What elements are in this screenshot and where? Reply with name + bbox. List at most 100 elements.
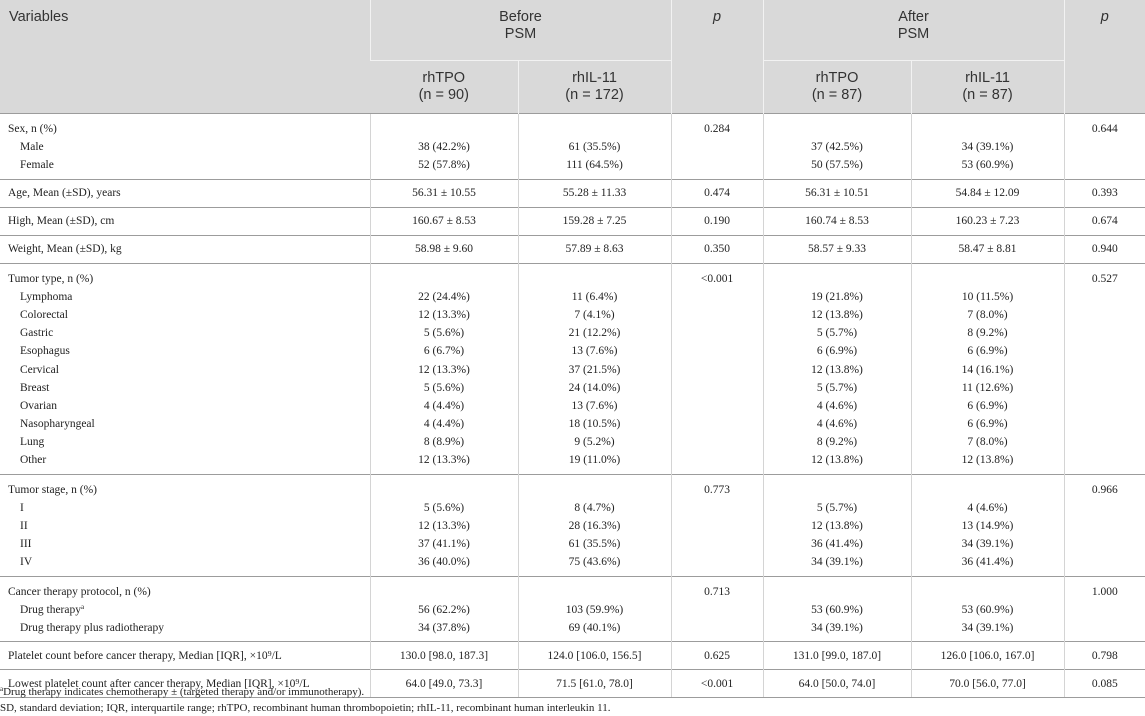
variable-level: Lymphoma bbox=[20, 290, 73, 303]
header-rhil11-after: rhIL-11 (n = 87) bbox=[910, 60, 1065, 114]
value-cell: 54.84 ± 12.09 bbox=[910, 178, 1065, 208]
table-row: Age, Mean (±SD), years 56.31 ± 10.55 55.28… bbox=[0, 178, 1145, 208]
cell-value: 12 (13.8%) bbox=[811, 308, 863, 321]
cell-value: 5 (5.7%) bbox=[816, 501, 858, 514]
cell-value: 8 (9.2%) bbox=[967, 327, 1008, 340]
cell-value: 53 (60.9%) bbox=[961, 159, 1014, 172]
value-cell: 64.0 [49.0, 73.3] bbox=[369, 669, 518, 699]
cell-value: 4 (4.4%) bbox=[423, 418, 465, 431]
value-cell: 10 (11.5%) 7 (8.0%) 8 (9.2%) 6 (6.9%) 14 (16… bbox=[910, 262, 1065, 475]
value-cell: 4 (4.6%) 13 (14.9%) 34 (39.1%) 36 (41.4%) bbox=[910, 473, 1065, 577]
variable-level: Esophagus bbox=[20, 345, 70, 358]
footnote-abbreviations: SD, standard deviation; IQR, interquarti… bbox=[0, 702, 611, 714]
cell-value: 34 (39.1%) bbox=[961, 141, 1014, 154]
cell-value: 11 (12.6%) bbox=[961, 381, 1014, 394]
p-value-cell: 0.527 bbox=[1063, 262, 1145, 475]
baseline-characteristics-table: Variables Before PSM p After PSM p rhTPO… bbox=[0, 0, 1145, 699]
cell-value: 53 (60.9%) bbox=[961, 603, 1014, 616]
variable-title: Cancer therapy protocol, n (%) bbox=[8, 585, 151, 598]
value-cell: 70.0 [56.0, 77.0] bbox=[910, 669, 1065, 699]
cell-value: 4 (4.6%) bbox=[967, 501, 1008, 514]
value-cell: 5 (5.7%) 12 (13.8%) 36 (41.4%) 34 (39.1%) bbox=[762, 473, 912, 577]
value-cell: 159.28 ± 7.25 bbox=[517, 206, 672, 236]
header-variables: Variables bbox=[0, 0, 370, 114]
value-cell: 131.0 [99.0, 187.0] bbox=[762, 641, 912, 670]
table-row: Tumor type, n (%) Lymphoma Colorectal Gastr… bbox=[0, 262, 1145, 475]
variable-level: I bbox=[20, 501, 24, 514]
value-cell: 160.23 ± 7.23 bbox=[910, 206, 1065, 236]
cell-value: 6 (6.7%) bbox=[423, 345, 465, 358]
value-cell: 53 (60.9%) 34 (39.1%) bbox=[910, 575, 1065, 642]
variable-cell: Age, Mean (±SD), years bbox=[0, 178, 370, 208]
p-value: 0.284 bbox=[704, 123, 730, 135]
cell-value: 69 (40.1%) bbox=[568, 621, 621, 634]
p-value-cell: 0.284 bbox=[670, 113, 764, 180]
cell-value: 13 (7.6%) bbox=[571, 345, 618, 358]
header-after-psm: After PSM bbox=[762, 0, 1065, 61]
p-value-cell: 0.085 bbox=[1063, 669, 1145, 699]
cell-value: 21 (12.2%) bbox=[568, 327, 621, 340]
cell-value: 4 (4.6%) bbox=[816, 418, 858, 431]
variable-level: Other bbox=[20, 454, 47, 467]
value-cell: 130.0 [98.0, 187.3] bbox=[369, 641, 518, 670]
table-row: High, Mean (±SD), cm 160.67 ± 8.53 159.28 … bbox=[0, 206, 1145, 236]
cell-value: 5 (5.6%) bbox=[423, 327, 465, 340]
p-value-cell: 0.940 bbox=[1063, 234, 1145, 264]
variable-cell: Weight, Mean (±SD), kg bbox=[0, 234, 370, 264]
value-cell: 58.47 ± 8.81 bbox=[910, 234, 1065, 264]
value-cell: 58.57 ± 9.33 bbox=[762, 234, 912, 264]
cell-value: 37 (42.5%) bbox=[811, 141, 863, 154]
cell-value: 36 (41.4%) bbox=[811, 538, 863, 551]
variable-cell: Lowest platelet count after cancer thera… bbox=[0, 669, 370, 699]
cell-value: 37 (21.5%) bbox=[568, 363, 621, 376]
cell-value: 28 (16.3%) bbox=[568, 520, 621, 532]
p-value-cell: 0.474 bbox=[670, 178, 764, 208]
cell-value: 13 (7.6%) bbox=[571, 399, 618, 412]
table-row: Tumor stage, n (%) I II III IV 5 (5.6%) 12 (13… bbox=[0, 473, 1145, 577]
table-row: Platelet count before cancer therapy, Me… bbox=[0, 641, 1145, 670]
header-rhtpo-after: rhTPO (n = 87) bbox=[762, 60, 912, 114]
variable-cell: High, Mean (±SD), cm bbox=[0, 206, 370, 236]
p-value: <0.001 bbox=[700, 272, 734, 285]
p-value-cell: <0.001 bbox=[670, 669, 764, 699]
cell-value: 34 (39.1%) bbox=[811, 621, 863, 634]
table-body: Sex, n (%) Male Female 38 (42.2%) 52 (57.8%)… bbox=[0, 113, 1145, 699]
variable-cell: Platelet count before cancer therapy, Me… bbox=[0, 641, 370, 670]
variable-title: Sex, n (%) bbox=[8, 123, 57, 135]
header-p-before: p bbox=[670, 0, 764, 114]
value-cell: 38 (42.2%) 52 (57.8%) bbox=[369, 113, 518, 180]
cell-value: 36 (41.4%) bbox=[961, 556, 1014, 569]
variable-cell: Sex, n (%) Male Female bbox=[0, 113, 370, 180]
p-value: 0.773 bbox=[704, 483, 730, 496]
p-value-cell: 0.674 bbox=[1063, 206, 1145, 236]
value-cell: 11 (6.4%) 7 (4.1%) 21 (12.2%) 13 (7.6%) 37 (… bbox=[517, 262, 672, 475]
cell-value: 8 (9.2%) bbox=[816, 436, 858, 449]
cell-value: 11 (6.4%) bbox=[571, 290, 618, 303]
cell-value: 38 (42.2%) bbox=[418, 141, 470, 154]
header-p-after: p bbox=[1063, 0, 1145, 114]
cell-value: 34 (39.1%) bbox=[811, 556, 863, 569]
variable-level: IV bbox=[20, 556, 33, 569]
cell-value: 56 (62.2%) bbox=[418, 603, 470, 616]
table-row: Lowest platelet count after cancer thera… bbox=[0, 669, 1145, 699]
p-value: 1.000 bbox=[1091, 585, 1118, 598]
value-cell: 126.0 [106.0, 167.0] bbox=[910, 641, 1065, 670]
p-value-cell: 0.350 bbox=[670, 234, 764, 264]
cell-value: 34 (37.8%) bbox=[418, 621, 470, 634]
cell-value: 50 (57.5%) bbox=[811, 159, 863, 172]
variable-level: Gastric bbox=[20, 327, 54, 340]
cell-value: 111 (64.5%) bbox=[566, 159, 623, 172]
cell-value: 12 (13.8%) bbox=[811, 454, 863, 467]
value-cell: 8 (4.7%) 28 (16.3%) 61 (35.5%) 75 (43.6%) bbox=[517, 473, 672, 577]
variable-cell: Tumor stage, n (%) I II III IV bbox=[0, 473, 370, 577]
header-rhil11-before: rhIL-11 (n = 172) bbox=[517, 60, 672, 114]
cell-value: 22 (24.4%) bbox=[418, 290, 470, 303]
table-row: Sex, n (%) Male Female 38 (42.2%) 52 (57.8%)… bbox=[0, 113, 1145, 180]
value-cell: 64.0 [50.0, 74.0] bbox=[762, 669, 912, 699]
variable-level: Female bbox=[20, 159, 54, 172]
cell-value: 53 (60.9%) bbox=[811, 603, 863, 616]
cell-value: 75 (43.6%) bbox=[568, 556, 621, 569]
cell-value: 6 (6.9%) bbox=[967, 345, 1008, 358]
p-value: 0.966 bbox=[1091, 483, 1118, 496]
cell-value: 12 (13.8%) bbox=[961, 454, 1014, 467]
